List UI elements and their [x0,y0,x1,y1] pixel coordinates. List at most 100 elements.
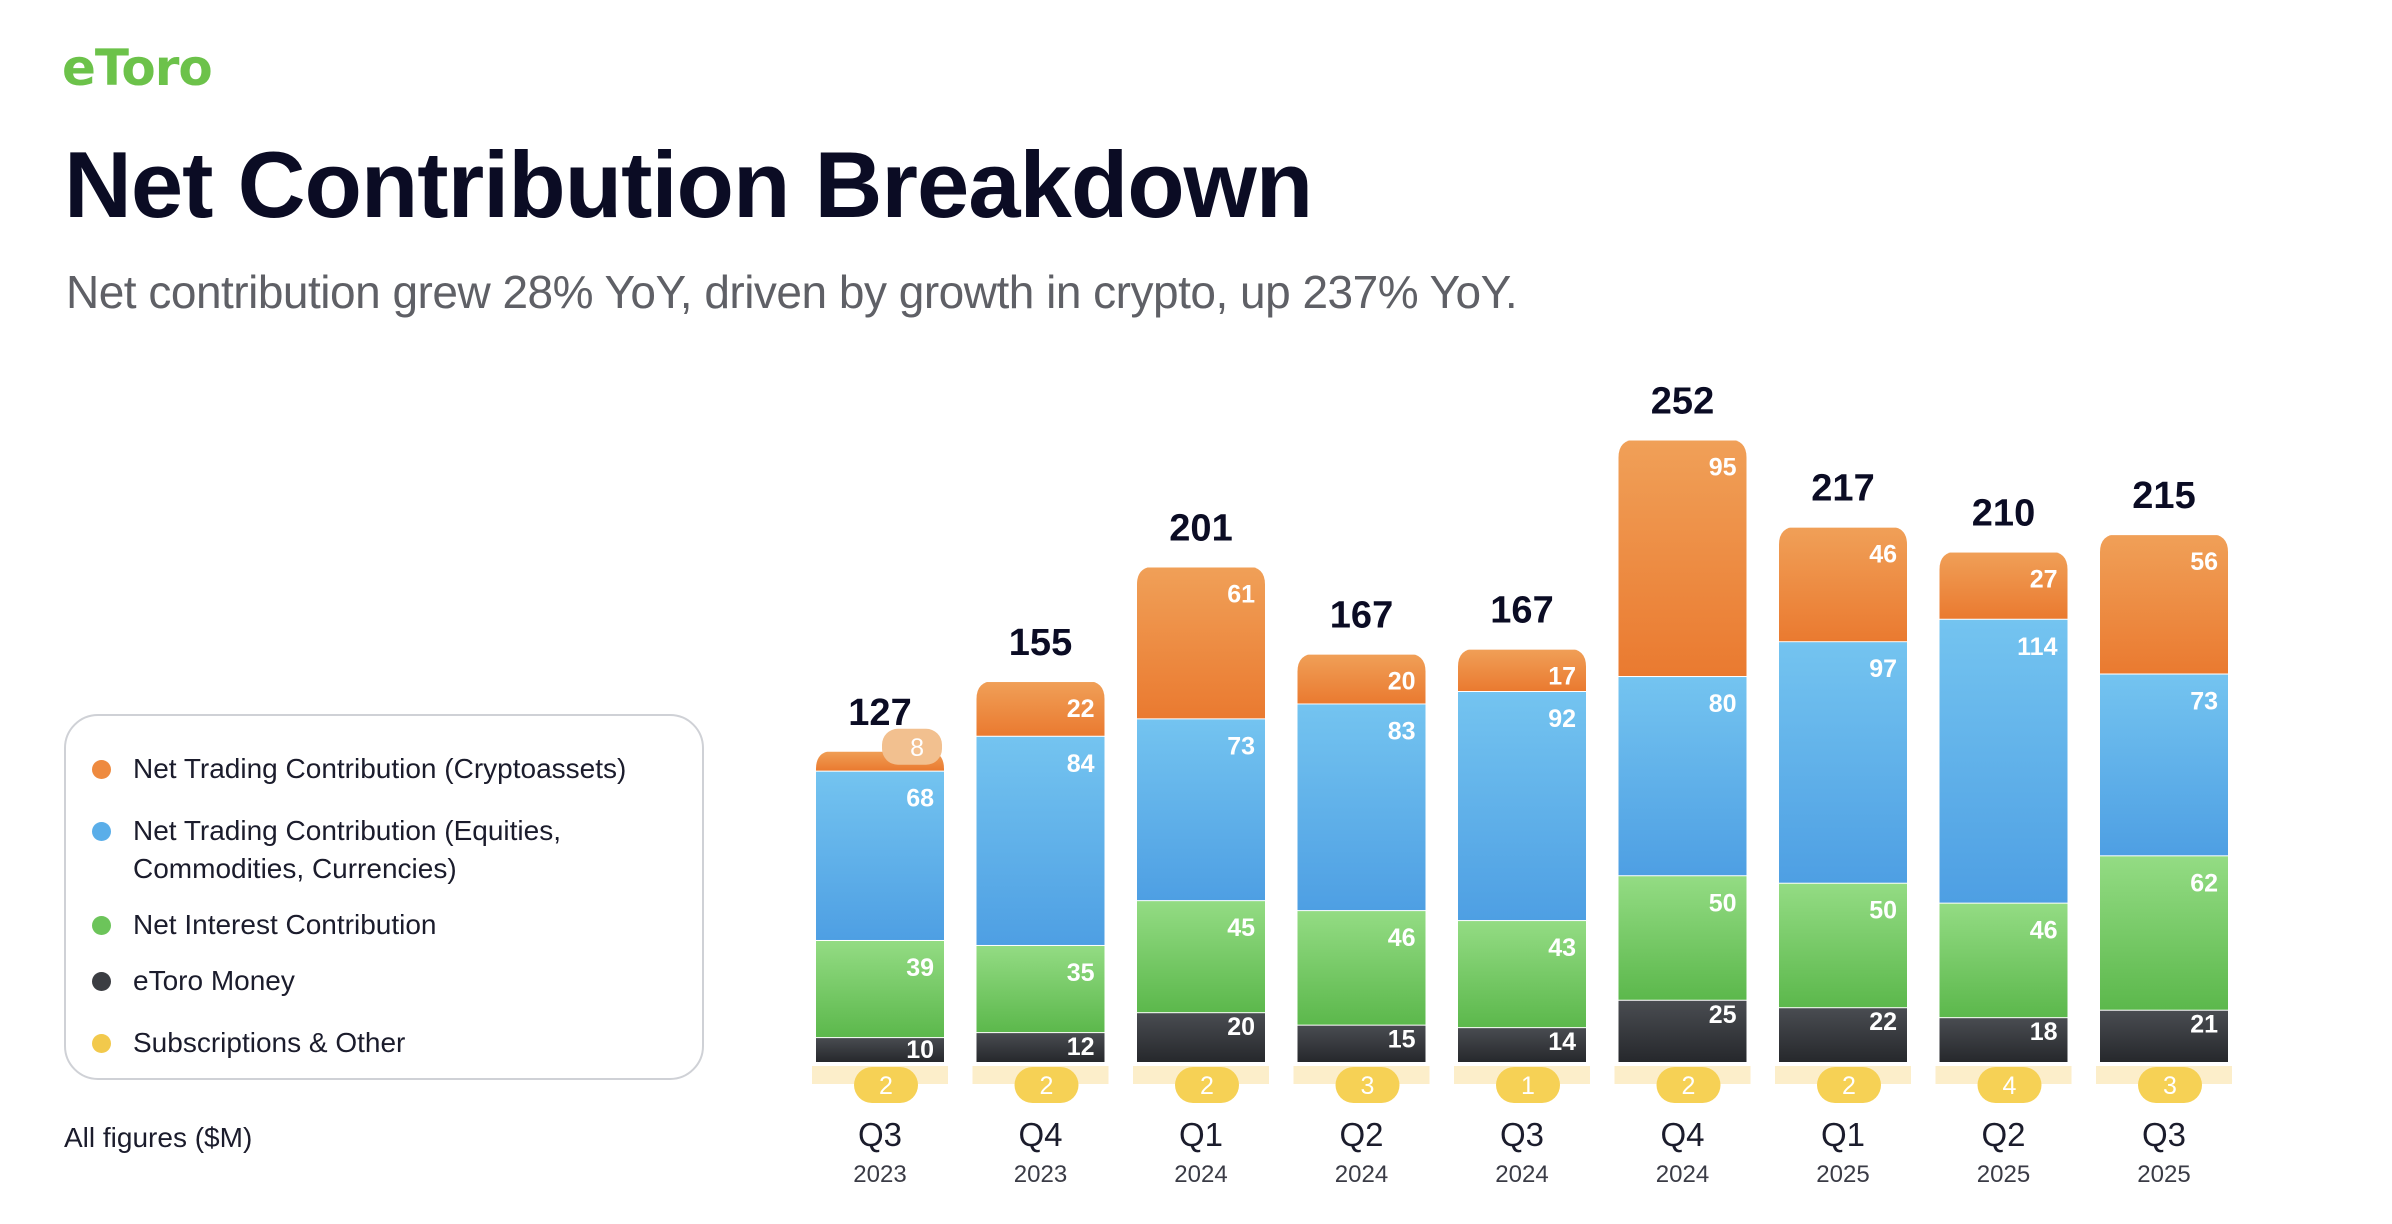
data-label-pill-subscriptions [1817,1067,1881,1103]
data-label-etoro-money: 21 [2190,1011,2218,1039]
legend-swatch-equities [92,822,111,841]
chart-legend: Net Trading Contribution (Cryptoassets) … [64,714,704,1080]
bar-segment-separator [816,749,944,752]
x-tick-quarter: Q1 [1821,1116,1865,1153]
bar-segment-crypto [1939,551,2068,619]
bar-segment-crypto [1137,566,1265,719]
data-label-crypto: 56 [2190,548,2218,576]
data-label-pill-subscriptions [1656,1067,1721,1103]
data-label-crypto: 20 [1388,668,1416,696]
total-label: 215 [2132,475,2195,517]
data-label-subscriptions: 2 [1682,1072,1696,1100]
total-label: 167 [1330,595,1393,637]
bar-segment-crypto [1618,439,1747,677]
data-label-interest: 35 [1067,959,1095,987]
x-tick-year: 2023 [853,1161,906,1188]
bar-segment-etoro-money [1618,999,1747,1062]
data-label-equities: 68 [906,785,934,813]
data-label-interest: 50 [1709,889,1737,917]
data-label-pill-subscriptions [1175,1067,1239,1103]
x-tick-year: 2025 [2137,1161,2190,1188]
x-tick-quarter: Q4 [1018,1116,1062,1153]
bar-segment-separator [1779,525,1907,528]
bar-segment-crypto [1779,526,1907,642]
legend-label-interest: Net Interest Contribution [133,909,437,940]
bar-segment-equities [1618,676,1747,876]
x-tick-year: 2024 [1174,1161,1227,1188]
total-label: 201 [1169,507,1232,549]
units-footnote: All figures ($M) [64,1122,253,1153]
total-label: 167 [1490,590,1553,632]
data-label-equities: 114 [2017,633,2057,661]
legend-label-crypto: Net Trading Contribution (Cryptoassets) [133,753,627,784]
bar-segment-etoro-money [1458,1027,1586,1062]
bar-segment-interest [1458,920,1586,1028]
bar-segment-separator [2100,533,2228,536]
data-label-subscriptions: 4 [2003,1072,2017,1100]
legend-label-subscriptions: Subscriptions & Other [133,1027,406,1058]
legend-swatch-crypto [92,760,111,779]
x-tick-year: 2025 [1977,1161,2030,1188]
bar-segment-separator [1137,565,1265,568]
legend-swatch-interest [92,916,111,935]
data-label-interest: 45 [1227,914,1255,942]
data-label-pill-subscriptions [2138,1067,2202,1103]
x-tick-quarter: Q2 [1981,1116,2025,1153]
data-label-subscriptions: 2 [1040,1072,1054,1100]
total-label: 217 [1811,468,1874,510]
x-tick-year: 2024 [1656,1161,1709,1188]
bar-segment-equities [1297,703,1426,911]
legend-item-interest: Net Interest Contribution [92,906,673,944]
bar-segment-equities [1137,718,1265,901]
data-label-pill-subscriptions [1335,1067,1400,1103]
bar-segment-equities [1939,618,2068,903]
data-label-equities: 97 [1869,655,1897,683]
data-label-interest: 43 [1548,934,1576,962]
x-tick-quarter: Q3 [858,1116,902,1153]
total-label: 252 [1651,381,1714,423]
data-label-crypto: 61 [1227,580,1255,608]
bar-segment-interest [976,944,1105,1033]
data-label-etoro-money: 10 [906,1036,934,1064]
data-label-crypto: 8 [910,734,924,762]
data-label-equities: 73 [2190,688,2218,716]
bar-segment-crypto [976,681,1105,736]
data-label-pill-subscriptions [1496,1067,1560,1103]
data-label-equities: 83 [1388,717,1416,745]
bar-segment-crypto [2100,534,2228,674]
x-tick-quarter: Q1 [1179,1116,1223,1153]
x-tick-year: 2024 [1335,1161,1388,1188]
x-tick-year: 2024 [1495,1161,1548,1188]
legend-item-subscriptions: Subscriptions & Other [92,1024,673,1062]
bar-segment-separator [1458,647,1586,650]
data-label-etoro-money: 20 [1227,1013,1255,1041]
data-label-pill-subscriptions [854,1067,918,1103]
x-tick-quarter: Q2 [1339,1116,1383,1153]
bar-segment-equities [1458,690,1586,921]
data-label-equities: 80 [1709,690,1737,718]
data-label-etoro-money: 22 [1869,1008,1897,1036]
legend-label-equities: Net Trading Contribution (Equities, Comm… [133,815,561,884]
legend-swatch-subscriptions [92,1034,111,1053]
bar-segment-equities [816,770,944,940]
bar-segment-etoro-money [1297,1024,1426,1062]
data-label-equities: 92 [1548,705,1576,733]
data-label-etoro-money: 12 [1067,1033,1095,1061]
data-label-equities: 73 [1227,732,1255,760]
bar-segment-crypto [1297,653,1426,704]
bar-segment-etoro-money [1137,1012,1265,1062]
x-tick-year: 2023 [1014,1161,1067,1188]
bar-segment-interest [2100,855,2228,1010]
data-label-etoro-money: 18 [2030,1018,2058,1046]
total-label: 210 [1972,493,2035,535]
x-tick-quarter: Q4 [1660,1116,1704,1153]
x-tick-quarter: Q3 [1500,1116,1544,1153]
bar-segment-etoro-money [1939,1017,2068,1062]
data-label-interest: 46 [2030,917,2058,945]
bar-segment-etoro-money [1779,1007,1907,1062]
data-label-pill-crypto [882,728,942,765]
bar-segment-separator [1939,550,2068,553]
data-label-interest: 46 [1388,924,1416,952]
bar-segment-etoro-money [2100,1009,2228,1062]
